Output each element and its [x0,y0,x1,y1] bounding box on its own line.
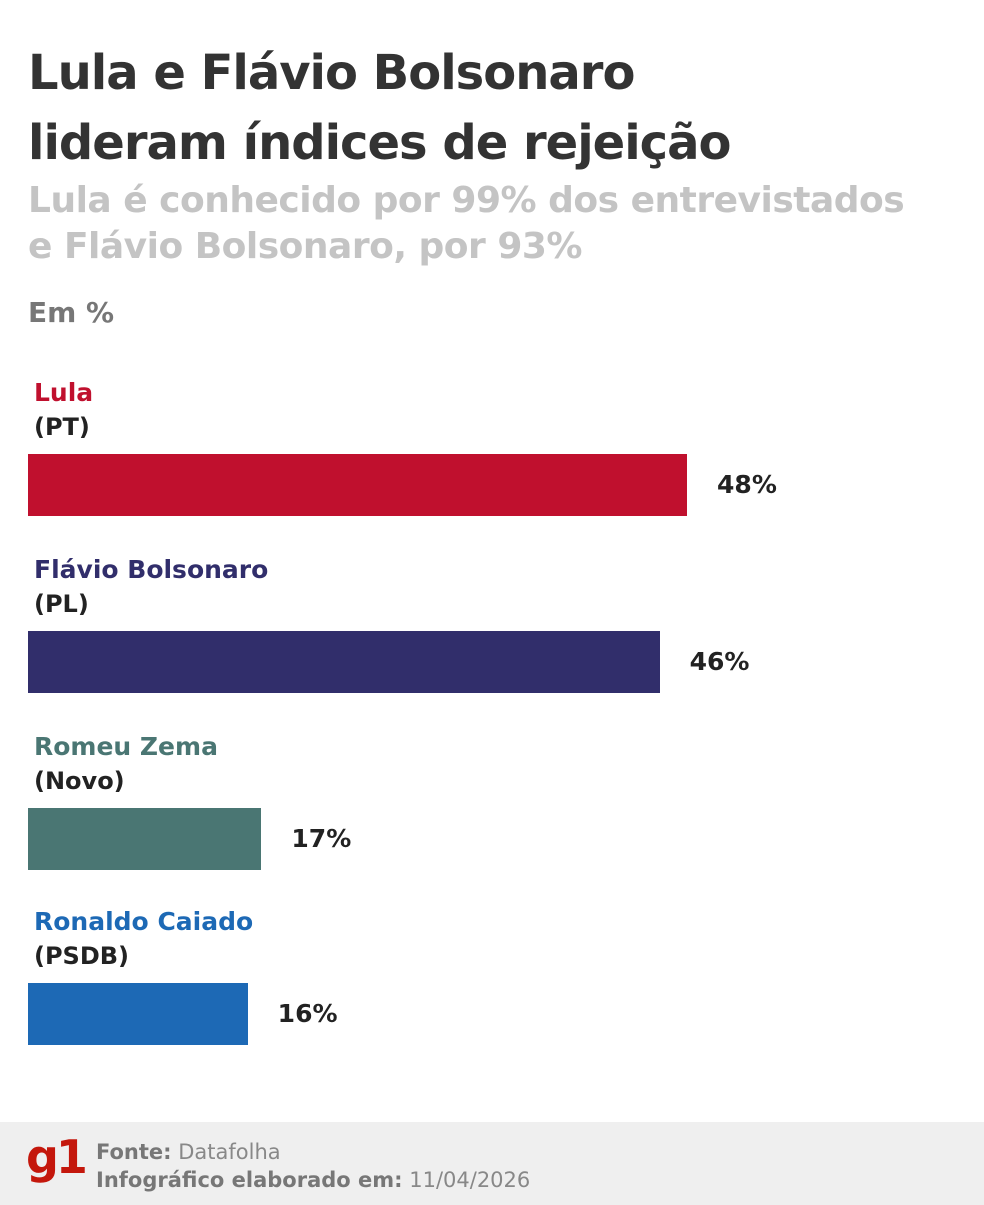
category-label: Lula [34,378,94,407]
data-label: 17% [291,824,352,853]
bar [28,454,688,516]
title-line-2: lideram índices de rejeição [28,115,731,171]
source-value: Datafolha [178,1140,281,1164]
party-label: (PT) [34,413,90,441]
chart-title: Lula e Flávio Bolsonaro lideram índices … [28,38,731,178]
data-label: 48% [717,470,777,499]
party-label: (Novo) [34,767,125,795]
unit-label: Em % [28,296,115,329]
bar [28,808,262,870]
chart-subtitle: Lula é conhecido por 99% dos entrevistad… [28,178,905,270]
data-label: 46% [689,647,750,676]
bar [28,631,660,693]
category-label: Ronaldo Caiado [34,907,254,936]
title-line-1: Lula e Flávio Bolsonaro [28,45,635,101]
g1-logo: g1 [26,1130,88,1184]
date-value: 11/04/2026 [409,1168,531,1192]
subtitle-line-1: Lula é conhecido por 99% dos entrevistad… [28,180,905,221]
bar [28,983,248,1045]
date-label: Infográfico elaborado em: [96,1168,403,1192]
source-line: Fonte: Datafolha [96,1140,281,1164]
date-line: Infográfico elaborado em: 11/04/2026 [96,1168,530,1192]
category-label: Romeu Zema [34,732,218,761]
party-label: (PSDB) [34,942,130,970]
category-label: Flávio Bolsonaro [34,555,269,584]
party-label: (PL) [34,590,89,618]
footer: g1 Fonte: Datafolha Infográfico elaborad… [0,1122,984,1205]
subtitle-line-2: e Flávio Bolsonaro, por 93% [28,226,583,267]
data-label: 16% [277,999,338,1028]
source-label: Fonte: [96,1140,172,1164]
